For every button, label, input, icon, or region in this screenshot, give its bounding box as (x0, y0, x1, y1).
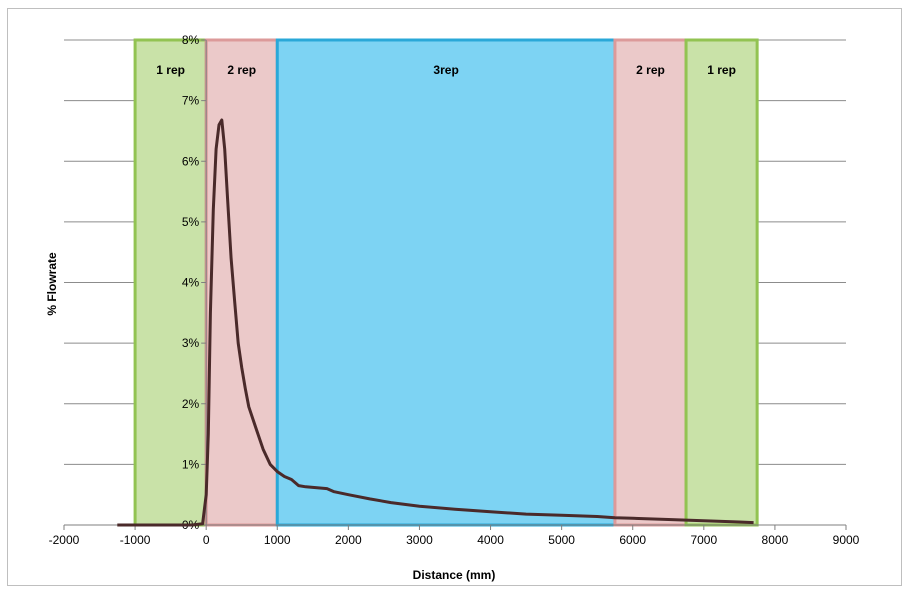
zone-label-1: 2 rep (227, 63, 256, 77)
x-tick-label-6: 4000 (477, 533, 504, 547)
y-tick-label-6: 6% (182, 154, 200, 168)
zone-rectangles (133, 38, 759, 527)
x-tick-label-3: 1000 (264, 533, 291, 547)
x-axis-title: Distance (mm) (413, 568, 496, 582)
zone-rect-2 (275, 38, 617, 527)
y-axis-title: % Flowrate (45, 252, 59, 316)
zone-label-4: 1 rep (707, 63, 736, 77)
y-tick-label-8: 8% (182, 33, 200, 47)
y-tick-label-4: 4% (182, 276, 200, 290)
x-tick-label-10: 8000 (762, 533, 789, 547)
zone-label-0: 1 rep (156, 63, 185, 77)
x-tick-label-9: 7000 (690, 533, 717, 547)
x-tick-label-7: 5000 (548, 533, 575, 547)
series-lines (117, 118, 754, 527)
zone-rect-3 (613, 38, 688, 527)
zone-rect-1 (204, 38, 279, 527)
y-tick-label-7: 7% (182, 94, 200, 108)
zone-label-2: 3rep (433, 63, 458, 77)
y-tick-label-1: 1% (182, 457, 200, 471)
y-tick-label-5: 5% (182, 215, 200, 229)
y-tick-label-3: 3% (182, 336, 200, 350)
x-tick-label-8: 6000 (619, 533, 646, 547)
x-tick-label-4: 2000 (335, 533, 362, 547)
series-line-0 (117, 118, 754, 527)
zone-label-3: 2 rep (636, 63, 665, 77)
zone-labels: 1 rep 2 rep 3rep 2 rep 1 rep (156, 63, 736, 77)
x-tick-label-5: 3000 (406, 533, 433, 547)
y-tick-label-2: 2% (182, 397, 200, 411)
x-tick-label-1: -1000 (120, 533, 151, 547)
x-tick-label-0: -2000 (49, 533, 80, 547)
x-tick-label-11: 9000 (833, 533, 860, 547)
zone-rect-4 (684, 38, 759, 527)
x-tick-label-2: 0 (203, 533, 210, 547)
